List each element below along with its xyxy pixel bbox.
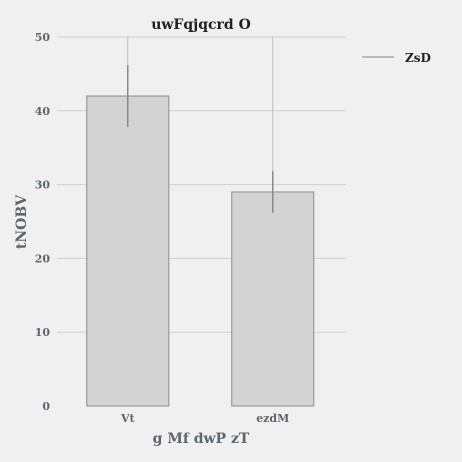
error-bars <box>127 65 274 213</box>
x-tick-labels: Vt ezdM <box>120 412 289 425</box>
y-tick-labels: 0 10 20 30 40 50 <box>35 31 51 413</box>
bar-Vt <box>86 95 170 407</box>
bars <box>86 95 315 407</box>
chart-title: uwFqjqcrd O <box>151 17 251 33</box>
y-axis-label: tNOBV <box>14 194 30 249</box>
y-tick-label-30: 30 <box>35 179 51 192</box>
x-tick-label-ezdM: ezdM <box>256 412 289 425</box>
x-axis-label: g Mf dwP zT <box>153 431 250 447</box>
y-tick-label-0: 0 <box>42 400 50 413</box>
y-tick-label-10: 10 <box>35 326 51 339</box>
bar-ezdM <box>231 191 315 407</box>
legend-label-zsd: ZsD <box>405 51 431 65</box>
x-tick-label-Vt: Vt <box>120 412 136 425</box>
y-tick-label-40: 40 <box>35 105 51 118</box>
y-tick-label-50: 50 <box>35 31 51 44</box>
y-tick-label-20: 20 <box>35 252 51 265</box>
legend: ZsD <box>362 51 431 65</box>
